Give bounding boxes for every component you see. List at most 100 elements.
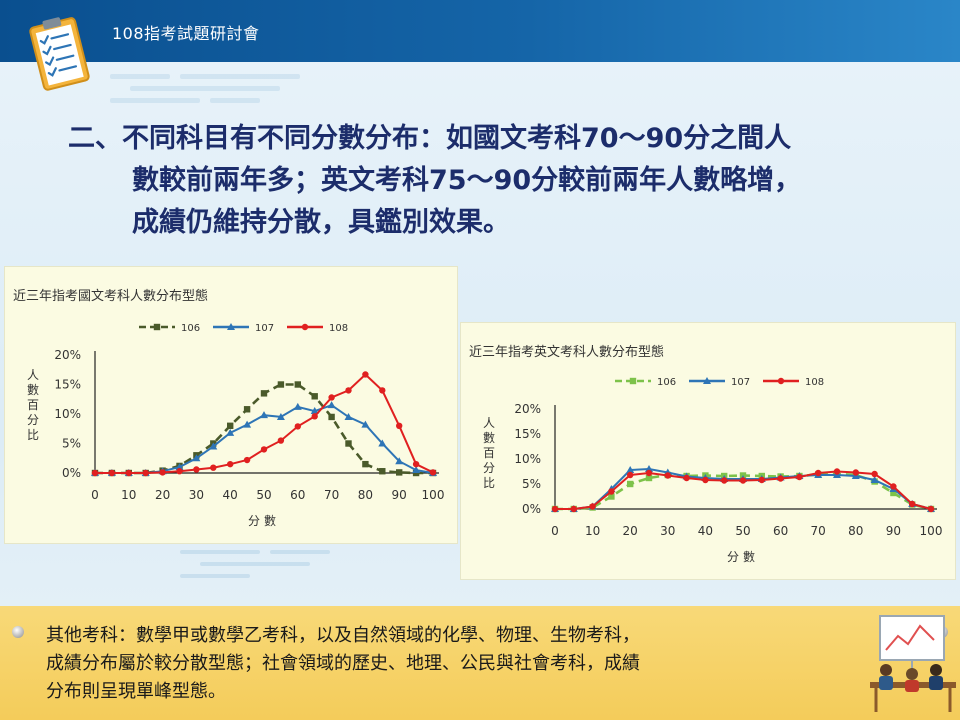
y-axis-label: 人數百分比 bbox=[27, 368, 39, 442]
x-tick-label: 60 bbox=[773, 524, 788, 538]
legend-label: 106 bbox=[181, 323, 200, 334]
y-tick-label: 10% bbox=[54, 407, 81, 421]
bottom-note: 其他考科：數學甲或數學乙考科，以及自然領域的化學、物理、生物考科， 成績分布屬於… bbox=[46, 622, 846, 706]
data-point bbox=[796, 473, 803, 481]
heading-line-3: 成績仍維持分散，具鑑別效果。 bbox=[132, 207, 510, 238]
meeting-presentation-icon bbox=[870, 615, 956, 712]
y-tick-label: 0% bbox=[62, 466, 81, 480]
header-bar: 108指考試題研討會 bbox=[0, 0, 960, 62]
main-heading: 二、不同科目有不同分數分布：如國文考科70～90分之間人 數較前兩年多；英文考科… bbox=[68, 118, 928, 244]
y-tick-label: 0% bbox=[522, 502, 541, 516]
data-point bbox=[412, 466, 421, 474]
x-tick-label: 20 bbox=[155, 488, 170, 502]
data-point bbox=[396, 469, 403, 476]
data-point bbox=[721, 477, 728, 484]
data-point bbox=[210, 464, 217, 471]
x-tick-label: 60 bbox=[290, 488, 305, 502]
data-point bbox=[852, 469, 859, 476]
legend-marker bbox=[153, 323, 161, 331]
data-point bbox=[344, 412, 353, 420]
english-score-chart: 近三年指考英文考科人數分布型態 0% 5% 10% 15% 20% 0 10 20 30 40 50… bbox=[460, 322, 956, 580]
x-tick-label: 50 bbox=[735, 524, 750, 538]
x-axis-label: 分數 bbox=[248, 514, 280, 528]
data-point bbox=[209, 442, 218, 450]
data-point bbox=[260, 390, 268, 397]
data-point bbox=[890, 489, 897, 497]
x-tick-label: 70 bbox=[324, 488, 339, 502]
x-tick-label: 70 bbox=[811, 524, 826, 538]
bottom-note-line-3: 分布則呈現單峰型態。 bbox=[46, 681, 226, 702]
x-tick-label: 0 bbox=[551, 524, 559, 538]
data-point bbox=[142, 469, 149, 477]
data-point bbox=[159, 469, 166, 476]
legend-marker bbox=[301, 323, 309, 331]
y-tick-label: 20% bbox=[54, 348, 81, 362]
pushpin-icon bbox=[12, 626, 24, 638]
y-tick-label: 10% bbox=[514, 452, 541, 466]
data-point bbox=[589, 503, 596, 510]
data-point bbox=[108, 469, 116, 477]
data-point bbox=[125, 469, 132, 477]
data-point bbox=[412, 460, 420, 468]
legend-label: 106 bbox=[657, 377, 676, 388]
chinese-chart-svg: 0% 5% 10% 15% 20% 0 10 20 30 40 50 60 70 80 90 100 分數 人數百… bbox=[27, 323, 445, 528]
data-point bbox=[890, 483, 897, 490]
data-point bbox=[91, 469, 99, 477]
data-point bbox=[551, 505, 559, 513]
data-point bbox=[311, 393, 318, 400]
data-point bbox=[815, 469, 822, 477]
data-point bbox=[276, 412, 285, 420]
data-point bbox=[570, 505, 577, 513]
data-point bbox=[645, 465, 653, 472]
data-point bbox=[362, 371, 369, 378]
x-tick-label: 0 bbox=[91, 488, 99, 502]
data-point bbox=[243, 456, 251, 464]
data-point bbox=[260, 446, 268, 453]
data-point bbox=[909, 500, 916, 508]
data-point bbox=[379, 468, 386, 475]
clipboard-checklist-icon bbox=[29, 17, 90, 91]
data-point bbox=[739, 477, 747, 484]
y-tick-label: 15% bbox=[514, 427, 541, 441]
data-point bbox=[176, 468, 183, 475]
data-point bbox=[345, 440, 352, 447]
x-tick-label: 10 bbox=[585, 524, 600, 538]
x-tick-label: 30 bbox=[189, 488, 204, 502]
x-tick-label: 90 bbox=[392, 488, 407, 502]
data-point bbox=[627, 480, 634, 488]
data-point bbox=[192, 454, 201, 462]
data-point bbox=[311, 413, 318, 420]
data-point bbox=[328, 394, 335, 401]
data-point bbox=[758, 476, 765, 484]
data-point bbox=[378, 439, 387, 447]
decorative-stripes bbox=[110, 70, 370, 110]
x-tick-label: 100 bbox=[920, 524, 943, 538]
data-point bbox=[395, 457, 404, 465]
data-point bbox=[345, 387, 352, 394]
x-tick-label: 40 bbox=[698, 524, 713, 538]
data-point bbox=[683, 474, 690, 482]
heading-line-1: 二、不同科目有不同分數分布：如國文考科70～90分之間人 bbox=[68, 123, 792, 154]
legend-label: 107 bbox=[731, 377, 750, 388]
data-point bbox=[227, 460, 234, 468]
data-point bbox=[702, 476, 709, 484]
data-point bbox=[871, 470, 878, 478]
data-point bbox=[175, 463, 184, 471]
legend-label: 108 bbox=[329, 323, 348, 334]
data-point bbox=[294, 381, 301, 388]
x-axis-label: 分數 bbox=[727, 550, 759, 564]
y-tick-label: 20% bbox=[514, 402, 541, 416]
data-point bbox=[608, 488, 615, 495]
data-point bbox=[260, 411, 268, 419]
y-tick-label: 15% bbox=[54, 378, 81, 392]
x-tick-label: 100 bbox=[422, 488, 445, 502]
legend-marker bbox=[777, 377, 785, 385]
x-tick-label: 30 bbox=[660, 524, 675, 538]
data-point bbox=[626, 466, 635, 473]
x-tick-label: 90 bbox=[886, 524, 901, 538]
data-point bbox=[227, 422, 234, 429]
data-point bbox=[777, 475, 784, 482]
x-tick-label: 20 bbox=[623, 524, 638, 538]
decorative-stripes-lower bbox=[180, 548, 380, 588]
series-line-106 bbox=[95, 383, 433, 475]
